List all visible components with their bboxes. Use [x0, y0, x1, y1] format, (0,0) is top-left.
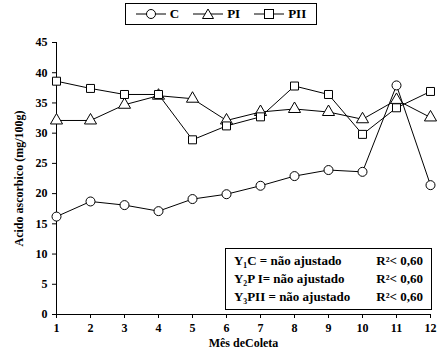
svg-text:Acido ascorbico (mg/100g): Acido ascorbico (mg/100g)	[12, 111, 26, 247]
svg-text:5: 5	[190, 321, 196, 335]
svg-text:2: 2	[88, 321, 94, 335]
html-text:PII: PII	[288, 6, 307, 21]
html-text:R²< 0,60: R²< 0,60	[376, 289, 423, 304]
svg-text:9: 9	[326, 321, 332, 335]
html-text:R²< 0,60: R²< 0,60	[376, 253, 423, 268]
svg-text:30: 30	[36, 126, 48, 140]
svg-text:15: 15	[36, 217, 48, 231]
svg-text:0: 0	[42, 307, 48, 321]
svg-text:8: 8	[292, 321, 298, 335]
svg-text:1: 1	[54, 321, 60, 335]
svg-text:3: 3	[122, 321, 128, 335]
html-text:C: C	[169, 6, 180, 21]
svg-text:10: 10	[357, 321, 369, 335]
html-text:Y₁C = não ajustado: Y₁C = não ajustado	[233, 253, 342, 268]
svg-text:4: 4	[156, 321, 162, 335]
svg-text:7: 7	[258, 321, 264, 335]
html-text:R²< 0,60: R²< 0,60	[376, 271, 423, 286]
svg-text:Mês deColeta: Mês deColeta	[209, 336, 279, 350]
svg-text:12: 12	[425, 321, 437, 335]
html-text:PI: PI	[227, 6, 241, 21]
svg-text:40: 40	[36, 66, 48, 80]
svg-text:6: 6	[224, 321, 230, 335]
svg-text:11: 11	[391, 321, 402, 335]
svg-text:20: 20	[36, 186, 48, 200]
svg-text:45: 45	[36, 35, 48, 49]
html-text:Y₂P I= não ajustado: Y₂P I= não ajustado	[233, 271, 345, 286]
svg-text:35: 35	[36, 96, 48, 110]
html-text:Y₃PII = não ajustado: Y₃PII = não ajustado	[233, 289, 351, 304]
svg-text:5: 5	[42, 277, 48, 291]
svg-text:10: 10	[36, 247, 48, 261]
svg-text:25: 25	[36, 156, 48, 170]
